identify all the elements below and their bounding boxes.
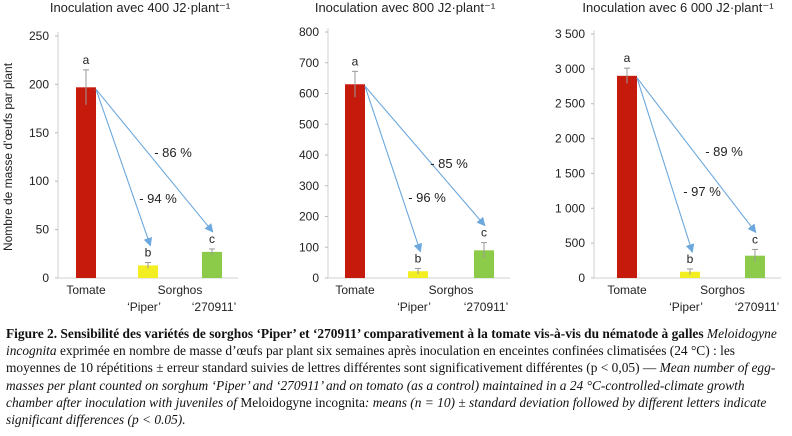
significance-letter: c (209, 232, 215, 246)
reduction-arrow (364, 85, 486, 227)
significance-letter: c (752, 232, 758, 246)
group-label-sorghos: Sorghos (429, 283, 474, 297)
significance-letter: a (352, 54, 359, 68)
y-tick-label: 100 (29, 174, 49, 188)
y-tick-label: 0 (312, 271, 319, 285)
reduction-arrow (636, 77, 757, 234)
group-label-sorghos: Sorghos (158, 283, 203, 297)
chart-panel-800: Inoculation avec 800 J2·plant⁻¹ 0 100 200 30… (299, 0, 510, 314)
y-tick-label: 500 (565, 236, 585, 250)
y-tick-label: 150 (29, 126, 49, 140)
category-label-270911: ‘270911’ (735, 300, 779, 314)
chart-panel-6000: Inoculation avec 6 000 J2·plant⁻¹ 0 500 1 0… (555, 0, 781, 314)
y-tick-label: 100 (299, 240, 319, 254)
y-tick-label: 600 (299, 87, 319, 101)
y-tick-label: 300 (299, 179, 319, 193)
reduction-arrow (364, 86, 423, 253)
caption-species-name-en: Meloidogyne incognita (240, 394, 365, 410)
category-label-tomate: Tomate (335, 283, 375, 297)
bar-270911 (745, 255, 765, 278)
bar-270911 (202, 251, 222, 278)
chart-title: Inoculation avec 400 J2·plant⁻¹ (50, 0, 231, 15)
bar-piper (680, 271, 700, 278)
category-label-tomate: Tomate (607, 283, 647, 297)
category-label-piper: ‘Piper’ (669, 300, 703, 314)
bar-piper (138, 265, 158, 278)
reduction-label-270911: - 85 % (430, 156, 468, 171)
y-tick-label: 200 (29, 77, 49, 91)
caption-french-part2: exprimée en nombre de masse d’œufs par p… (6, 343, 735, 376)
y-tick-label: 250 (29, 29, 49, 43)
y-tick-label: 2 500 (555, 97, 585, 111)
y-tick-label: 2 000 (555, 132, 585, 146)
significance-letter: c (481, 226, 487, 240)
y-tick-label: 50 (36, 223, 50, 237)
caption-species-name: Meloidogyne incognita (6, 326, 777, 359)
significance-letter: a (624, 51, 631, 65)
y-tick-label: 1 500 (555, 166, 585, 180)
y-tick-label: 800 (299, 25, 319, 39)
significance-letter: b (687, 252, 694, 266)
figure-charts: Inoculation avec 400 J2·plant⁻¹ 0 50 100 150… (1, 0, 781, 314)
reduction-arrow (95, 89, 152, 247)
y-tick-label: 500 (299, 117, 319, 131)
chart-title: Inoculation avec 6 000 J2·plant⁻¹ (582, 0, 774, 15)
y-tick-label: 3 500 (555, 27, 585, 41)
caption-english-part1: Mean number of egg-masses per plant coun… (6, 360, 776, 410)
reduction-label-piper: - 96 % (408, 190, 446, 205)
reduction-label-270911: - 86 % (154, 145, 192, 160)
category-label-tomate: Tomate (66, 283, 106, 297)
y-tick-label: 1 000 (555, 201, 585, 215)
caption-english-part2: : means (n = 10) ± standard deviation fo… (6, 394, 767, 428)
bar-tomate (76, 87, 96, 278)
significance-letter: b (415, 251, 422, 265)
bar-tomate (345, 84, 365, 279)
y-tick-label: 400 (299, 148, 319, 162)
category-label-270911: ‘270911’ (464, 300, 508, 314)
bar-piper (408, 271, 428, 278)
reduction-arrow (636, 77, 695, 254)
caption-french-part1: Sensibilité des variétés de sorghos ‘Pip… (57, 326, 707, 341)
y-tick-label: 700 (299, 56, 319, 70)
y-tick-label: 0 (42, 271, 49, 285)
reduction-label-piper: - 94 % (139, 191, 177, 206)
bar-270911 (474, 250, 494, 278)
y-axis-label: Nombre de masse d’œufs par plant (1, 62, 15, 251)
y-tick-label: 0 (578, 271, 585, 285)
figure-caption: Figure 2. Sensibilité des variétés de so… (6, 325, 788, 428)
category-label-piper: ‘Piper’ (397, 300, 431, 314)
chart-title: Inoculation avec 800 J2·plant⁻¹ (315, 0, 496, 15)
bar-tomate (617, 75, 637, 278)
chart-panel-400: Inoculation avec 400 J2·plant⁻¹ 0 50 100 150… (1, 0, 238, 314)
significance-letter: b (145, 246, 152, 260)
reduction-label-piper: - 97 % (683, 184, 721, 199)
group-label-sorghos: Sorghos (700, 283, 745, 297)
significance-letter: a (83, 53, 90, 67)
category-label-piper: ‘Piper’ (127, 300, 161, 314)
reduction-arrow (95, 88, 214, 233)
reduction-label-270911: - 89 % (705, 144, 743, 159)
category-label-270911: ‘270911’ (192, 300, 236, 314)
y-tick-label: 200 (299, 210, 319, 224)
y-tick-label: 3 000 (555, 62, 585, 76)
caption-label: Figure 2. (6, 326, 58, 341)
